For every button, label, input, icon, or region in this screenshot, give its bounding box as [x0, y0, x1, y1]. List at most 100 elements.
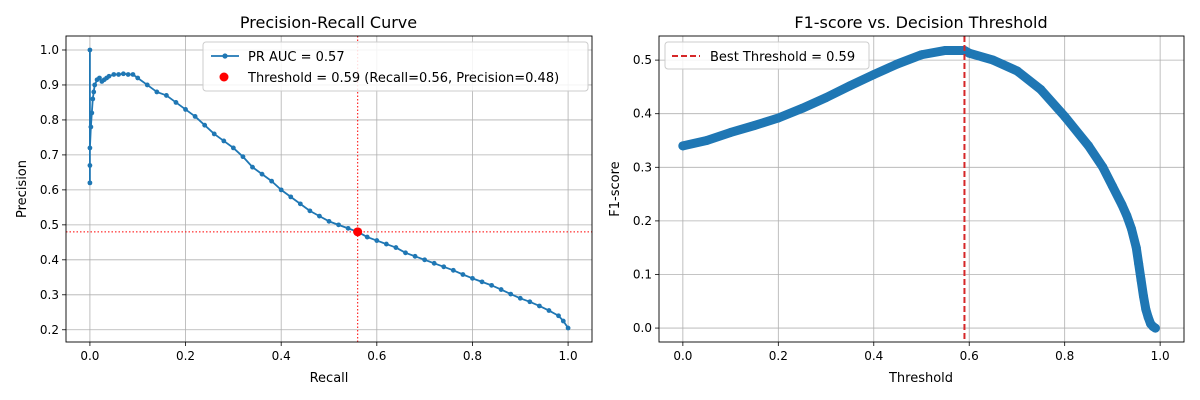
pr-curve-point — [230, 145, 236, 151]
f1-curve-point — [1150, 323, 1160, 333]
pr-curve-point — [537, 303, 542, 309]
f1-curve-point — [940, 45, 950, 55]
pr-curve-point — [527, 299, 533, 305]
pr-curve-point — [89, 110, 95, 116]
pr-curve-point — [164, 93, 169, 98]
f1-curve-point — [1136, 275, 1146, 285]
y-axis-label: F1-score — [608, 161, 623, 216]
pr-curve-point — [87, 47, 93, 53]
x-tick-label: 0.8 — [1055, 349, 1074, 363]
legend-label-threshold: Threshold = 0.59 (Recall=0.56, Precision… — [247, 71, 559, 86]
x-axis: 0.0 0.2 0.4 0.6 0.8 1.0 — [80, 342, 578, 363]
pr-curve-point — [87, 162, 93, 168]
f1-curve-point — [1131, 243, 1141, 253]
f1-curve-point — [1107, 181, 1117, 191]
x-axis-label: Recall — [310, 371, 349, 386]
pr-curve-point — [498, 287, 504, 292]
f1-curve-point — [726, 127, 736, 137]
legend: Best Threshold = 0.59 — [664, 41, 870, 70]
y-tick-label: 0.3 — [40, 288, 59, 302]
legend-box — [202, 41, 589, 92]
y-axis: 0.2 0.3 0.4 0.5 0.6 0.7 0.8 0.9 1.0 — [40, 43, 66, 337]
threshold-reference-lines — [66, 36, 592, 342]
f1-curve-point — [702, 136, 712, 146]
threshold-point — [353, 227, 363, 237]
pr-curve-point — [556, 313, 561, 319]
x-tick-label: 0.2 — [769, 349, 788, 363]
pr-curve-point — [307, 208, 313, 214]
pr-curve-point — [173, 100, 179, 105]
legend-box — [664, 41, 870, 70]
pr-curve-point — [91, 89, 97, 95]
y-tick-label: 0.7 — [40, 148, 59, 162]
f1-curve-point — [1138, 291, 1148, 301]
pr-curve-point — [441, 264, 447, 270]
y-tick-label: 0.5 — [633, 53, 652, 67]
pr-curve-point — [470, 275, 475, 281]
y-tick-label: 0.4 — [633, 107, 652, 121]
x-tick-label: 1.0 — [559, 349, 578, 363]
pr-curve-point — [317, 213, 322, 219]
pr-curve-point — [120, 71, 126, 77]
pr-curve-point — [412, 253, 418, 259]
f1-curve-point — [1122, 211, 1132, 221]
pr-curve-point — [87, 145, 93, 151]
f1-curve-point — [917, 50, 926, 60]
pr-curve-point — [479, 279, 485, 285]
pr-curve-point — [106, 73, 112, 79]
legend-line-dot — [222, 53, 228, 59]
pr-curve-point — [183, 107, 188, 112]
y-axis: 0.0 0.1 0.2 0.3 0.4 0.5 — [633, 53, 659, 335]
x-tick-label: 0.6 — [960, 349, 979, 363]
pr-curve-point — [517, 295, 523, 301]
y-tick-label: 0.3 — [633, 160, 652, 174]
pr-curve-point — [431, 260, 437, 266]
pr-curve-point — [192, 114, 198, 119]
y-tick-label: 0.4 — [40, 253, 59, 267]
y-tick-label: 0.1 — [633, 267, 652, 281]
pr-curve-point — [221, 138, 227, 144]
pr-curve-panel: Precision-Recall Curve 0.0 0.2 0.4 0.6 0.8 1.… — [15, 13, 593, 386]
f1-curve-point — [821, 93, 831, 103]
axes-frame — [658, 35, 1185, 343]
pr-curve-point — [489, 282, 494, 288]
f1-curve-point — [773, 113, 783, 123]
f1-curve-point — [988, 55, 998, 65]
f1-curve-point — [678, 141, 688, 151]
pr-curve-point — [90, 96, 96, 102]
pr-curve-point — [250, 164, 255, 170]
pr-curve-point — [135, 75, 141, 81]
pr-curve-point — [92, 82, 98, 88]
f1-curve-point — [1036, 85, 1046, 95]
x-tick-label: 1.0 — [1151, 349, 1170, 363]
legend-label-pr-auc: PR AUC = 0.57 — [248, 50, 345, 65]
legend-threshold-dot — [219, 72, 229, 82]
y-tick-label: 0.2 — [40, 323, 59, 337]
plot-area — [87, 47, 571, 331]
x-axis-label: Threshold — [888, 371, 953, 386]
f1-curve-point — [869, 70, 879, 80]
chart-title: F1-score vs. Decision Threshold — [794, 13, 1047, 32]
f1-curve-point — [1127, 224, 1136, 234]
y-tick-label: 0.6 — [40, 183, 59, 197]
x-tick-label: 0.0 — [80, 349, 99, 363]
y-tick-label: 1.0 — [40, 43, 59, 57]
x-tick-label: 0.0 — [673, 349, 692, 363]
grid — [659, 36, 1184, 342]
x-axis: 0.0 0.2 0.4 0.6 0.8 1.0 — [673, 342, 1170, 363]
y-tick-label: 0.2 — [633, 214, 652, 228]
pr-curve-point — [326, 218, 332, 224]
pr-curve-point — [345, 225, 351, 231]
plot-area — [678, 45, 1160, 333]
pr-curve-point — [565, 325, 571, 331]
y-tick-label: 0.9 — [40, 78, 59, 92]
f1-curve-point — [797, 103, 807, 113]
f1-curve-point — [1060, 111, 1070, 121]
x-tick-label: 0.2 — [176, 349, 195, 363]
pr-curve-point — [259, 171, 265, 177]
pr-curve-point — [508, 291, 514, 297]
f1-curve-point — [893, 59, 903, 69]
pr-curve-point — [278, 187, 284, 193]
f1-curve-point — [1098, 162, 1108, 172]
